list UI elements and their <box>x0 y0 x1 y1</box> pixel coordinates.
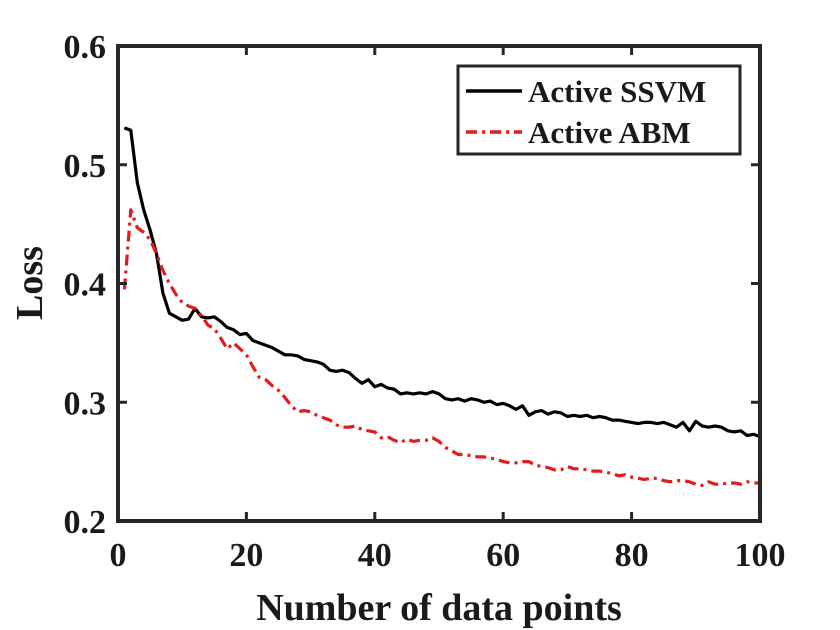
series-line-active-abm <box>122 208 760 487</box>
y-tick-label: 0.5 <box>64 148 107 185</box>
y-tick-label: 0.6 <box>64 29 107 66</box>
x-tick-label: 40 <box>358 537 392 574</box>
legend-box <box>456 64 742 156</box>
x-tick-label: 0 <box>110 537 127 574</box>
y-tick-label: 0.4 <box>64 267 107 304</box>
axis-ticks: 0 20 40 60 80 100 0.2 0.3 0.4 0.5 0.6 <box>64 29 786 574</box>
series-layer <box>122 126 761 487</box>
series-line-active-ssvm <box>123 126 761 439</box>
x-tick-label: 60 <box>486 537 520 574</box>
x-tick-label: 100 <box>735 537 786 574</box>
legend-label-active-abm: Active ABM <box>528 115 691 150</box>
x-tick-label: 20 <box>229 537 263 574</box>
x-tick-label: 80 <box>615 537 649 574</box>
legend: Active SSVM Active ABM <box>456 64 742 156</box>
legend-label-active-ssvm: Active SSVM <box>528 74 706 109</box>
y-axis-title: Loss <box>9 246 51 320</box>
y-tick-label: 0.3 <box>64 385 107 422</box>
y-tick-label: 0.2 <box>64 504 107 541</box>
x-axis-title: Number of data points <box>256 587 622 629</box>
